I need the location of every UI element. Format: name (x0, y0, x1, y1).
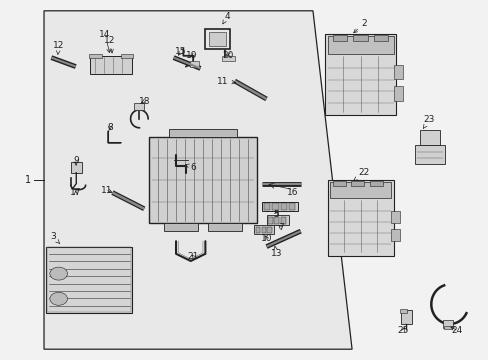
Bar (274, 217, 279, 224)
Polygon shape (44, 11, 351, 349)
Bar (47, 247, 131, 312)
Text: 18: 18 (138, 97, 150, 106)
Bar (90, 56, 132, 74)
Text: 22: 22 (353, 168, 369, 180)
Bar (163, 223, 198, 231)
Text: 12: 12 (53, 40, 64, 54)
Bar (400, 310, 411, 324)
Bar (327, 36, 393, 54)
Text: 10: 10 (260, 234, 272, 243)
Bar (350, 181, 364, 186)
Text: 23: 23 (423, 115, 434, 128)
Text: 12: 12 (104, 36, 116, 53)
Bar (168, 129, 237, 137)
Bar (369, 181, 382, 186)
Text: 15: 15 (175, 48, 186, 57)
Text: 25: 25 (397, 326, 408, 335)
Text: 20: 20 (222, 50, 234, 59)
Bar (189, 61, 198, 67)
Bar (266, 215, 288, 225)
Bar (272, 203, 278, 210)
Bar (373, 35, 387, 41)
Bar (261, 202, 298, 211)
Text: 8: 8 (107, 123, 113, 132)
Bar (261, 227, 265, 233)
Bar (121, 54, 133, 58)
Bar (393, 86, 403, 101)
Text: 11: 11 (101, 186, 112, 194)
Circle shape (50, 292, 67, 305)
Bar (267, 217, 272, 224)
Bar (288, 203, 295, 210)
Bar (222, 56, 234, 61)
Bar (134, 103, 144, 110)
Bar (414, 145, 444, 164)
Bar (332, 181, 345, 186)
Bar (280, 217, 285, 224)
Text: 2: 2 (353, 19, 366, 33)
Text: 1: 1 (25, 175, 31, 185)
Bar (393, 65, 403, 79)
Bar (442, 320, 452, 328)
Bar (443, 326, 451, 329)
Bar (419, 130, 439, 145)
Bar (280, 203, 286, 210)
Bar (390, 211, 399, 223)
Text: 3: 3 (50, 233, 60, 243)
Bar (332, 35, 346, 41)
Bar (352, 35, 367, 41)
Bar (207, 223, 242, 231)
Text: 4: 4 (223, 12, 230, 24)
Bar (46, 247, 132, 313)
Text: 9: 9 (73, 156, 79, 165)
Bar (205, 29, 229, 49)
Text: 13: 13 (270, 246, 282, 258)
Bar (399, 309, 406, 313)
Bar (255, 227, 260, 233)
Text: 19: 19 (186, 51, 198, 60)
Bar (254, 225, 273, 234)
Bar (390, 229, 399, 241)
Bar (325, 34, 395, 115)
Bar (264, 203, 270, 210)
Text: 11: 11 (216, 77, 235, 85)
Text: 7: 7 (278, 223, 284, 232)
Bar (327, 180, 393, 256)
Bar (149, 137, 256, 223)
Bar (208, 32, 226, 46)
Text: 17: 17 (70, 188, 81, 197)
Text: 5: 5 (273, 210, 279, 219)
Bar (71, 162, 81, 173)
Bar (329, 182, 390, 198)
Text: 6: 6 (185, 163, 196, 172)
Bar (267, 227, 271, 233)
Text: 16: 16 (286, 188, 298, 197)
Text: 24: 24 (450, 326, 462, 335)
Text: 14: 14 (99, 30, 111, 53)
Text: 21: 21 (187, 252, 199, 261)
Circle shape (50, 267, 67, 280)
Bar (89, 54, 102, 58)
